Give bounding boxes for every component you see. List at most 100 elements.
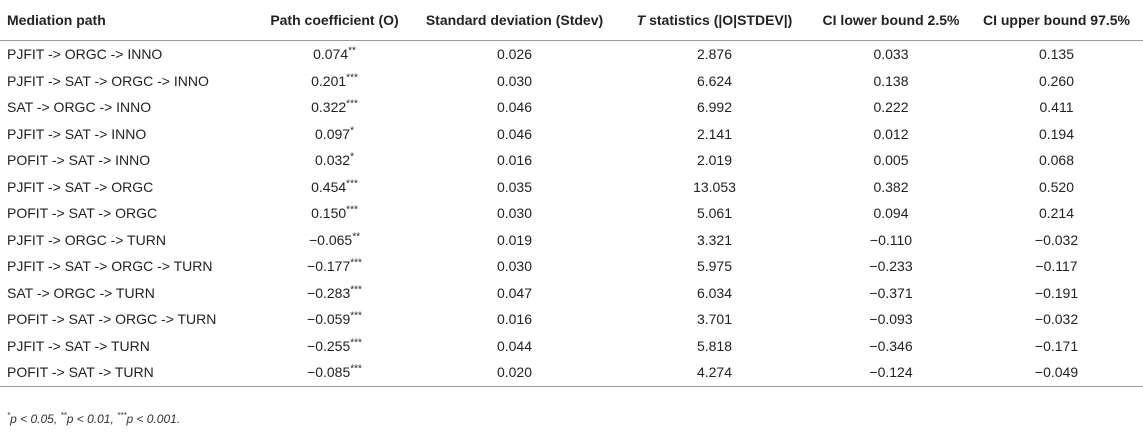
cell-ci-upper: −0.032 xyxy=(1034,231,1079,248)
cell-ci-upper: 0.214 xyxy=(1038,205,1075,222)
table-footnote: *p < 0.05, **p < 0.01, ***p < 0.001. xyxy=(7,411,180,426)
table-body: PJFIT -> ORGC -> INNO 0.074** 0.026 2.87… xyxy=(0,41,1143,387)
cell-path: POFIT -> SAT -> ORGC -> TURN xyxy=(7,311,217,328)
footnote-marker-1: * xyxy=(7,411,11,420)
footnote-text-1: p < 0.05, xyxy=(10,412,61,426)
table-row: PJFIT -> SAT -> ORGC -> TURN −0.177*** 0… xyxy=(0,253,1143,280)
coef-value: 0.150 xyxy=(311,205,347,222)
table-row: SAT -> ORGC -> INNO 0.322*** 0.046 6.992… xyxy=(0,94,1143,121)
cell-t-statistic: 3.321 xyxy=(696,231,733,248)
cell-coefficient: 0.097* xyxy=(257,121,412,148)
cell-path: POFIT -> SAT -> TURN xyxy=(0,359,257,387)
cell-coefficient: 0.454*** xyxy=(257,174,412,201)
cell-stdev: 0.046 xyxy=(496,99,533,116)
footnote-text-2: p < 0.01, xyxy=(66,412,118,426)
table-row: POFIT -> SAT -> INNO 0.032* 0.016 2.019 … xyxy=(0,147,1143,174)
cell-path: PJFIT -> SAT -> ORGC -> TURN xyxy=(7,258,213,275)
cell-ci-lower: −0.093 xyxy=(869,311,913,328)
cell-stdev: 0.019 xyxy=(496,231,533,248)
significance-marker: *** xyxy=(350,310,362,322)
cell-path: PJFIT -> ORGC -> INNO xyxy=(7,46,163,63)
cell-t-statistic: 5.818 xyxy=(696,337,733,354)
cell-stdev: 0.030 xyxy=(496,72,533,89)
cell-stdev: 0.044 xyxy=(496,337,533,354)
significance-marker: *** xyxy=(346,204,358,216)
cell-coefficient: −0.177*** xyxy=(257,253,412,280)
cell-ci-upper: 0.411 xyxy=(1039,99,1074,116)
table-row: PJFIT -> ORGC -> INNO 0.074** 0.026 2.87… xyxy=(0,41,1143,68)
cell-stdev: 0.016 xyxy=(496,311,533,328)
cell-t-statistic: 6.992 xyxy=(696,99,733,116)
cell-ci-lower: 0.382 xyxy=(873,178,909,195)
cell-ci-upper: −0.171 xyxy=(1034,337,1079,354)
cell-coefficient: −0.283*** xyxy=(257,280,412,307)
cell-t-statistic: 3.701 xyxy=(696,311,733,328)
cell-stdev: 0.016 xyxy=(496,152,533,169)
cell-path: POFIT -> SAT -> ORGC xyxy=(7,205,158,222)
cell-ci-lower: −0.233 xyxy=(869,258,913,275)
table-row: POFIT -> SAT -> TURN −0.085*** 0.020 4.2… xyxy=(0,359,1143,387)
cell-t-statistic: 2.876 xyxy=(696,46,733,63)
cell-path: PJFIT -> SAT -> TURN xyxy=(7,337,150,354)
cell-stdev: 0.030 xyxy=(496,258,533,275)
cell-t-statistic: 2.141 xyxy=(696,125,733,142)
table-row: SAT -> ORGC -> TURN −0.283*** 0.047 6.03… xyxy=(0,280,1143,307)
cell-ci-lower: 0.094 xyxy=(873,205,909,222)
coef-value: −0.085 xyxy=(307,364,351,381)
cell-path: SAT -> ORGC -> TURN xyxy=(7,284,155,301)
cell-ci-lower: 0.138 xyxy=(873,72,909,89)
coef-value: −0.177 xyxy=(307,258,351,275)
coef-value: 0.454 xyxy=(311,178,347,195)
cell-ci-lower: 0.005 xyxy=(873,152,909,169)
coef-value: −0.255 xyxy=(307,337,351,354)
cell-coefficient: −0.255*** xyxy=(257,333,412,360)
header-row: Mediation path Path coefficient (O) Stan… xyxy=(0,0,1143,41)
coef-value: 0.201 xyxy=(311,72,347,89)
coef-value: 0.074 xyxy=(313,46,349,63)
footnote-marker-3: *** xyxy=(117,411,127,420)
mediation-table: Mediation path Path coefficient (O) Stan… xyxy=(0,0,1143,387)
cell-coefficient: 0.074** xyxy=(257,41,412,68)
cell-path: POFIT -> SAT -> INNO xyxy=(7,152,151,169)
coef-value: −0.065 xyxy=(308,231,353,248)
cell-ci-upper: 0.194 xyxy=(1038,125,1075,142)
cell-t-statistic: 13.053 xyxy=(693,178,736,195)
significance-marker: *** xyxy=(346,72,358,84)
header-ci-lower: CI lower bound 2.5% xyxy=(812,0,970,41)
significance-marker: *** xyxy=(350,337,362,349)
cell-ci-lower: 0.012 xyxy=(873,125,909,142)
cell-ci-upper: 0.520 xyxy=(1038,178,1075,195)
cell-coefficient: 0.322*** xyxy=(257,94,412,121)
table-row: PJFIT -> SAT -> TURN −0.255*** 0.044 5.8… xyxy=(0,333,1143,360)
cell-path: PJFIT -> SAT -> INNO xyxy=(7,125,147,142)
cell-t-statistic: 6.624 xyxy=(696,72,733,89)
cell-t-statistic: 5.975 xyxy=(696,258,733,275)
table-row: PJFIT -> ORGC -> TURN −0.065** 0.019 3.3… xyxy=(0,227,1143,254)
header-t-italic: T xyxy=(636,12,646,28)
header-mediation-path: Mediation path xyxy=(0,0,257,41)
table-header: Mediation path Path coefficient (O) Stan… xyxy=(0,0,1143,41)
header-t-statistics: T statistics (|O|STDEV|) xyxy=(617,0,812,41)
cell-coefficient: −0.059*** xyxy=(257,306,412,333)
significance-marker: ** xyxy=(348,45,356,57)
cell-ci-lower: 0.222 xyxy=(873,99,909,116)
cell-stdev: 0.035 xyxy=(496,178,533,195)
header-t-rest: statistics (|O|STDEV|) xyxy=(645,12,793,28)
cell-t-statistic: 6.034 xyxy=(696,284,733,301)
cell-ci-lower: −0.371 xyxy=(869,284,913,301)
header-standard-deviation: Standard deviation (Stdev) xyxy=(412,0,617,41)
table-row: POFIT -> SAT -> ORGC 0.150*** 0.030 5.06… xyxy=(0,200,1143,227)
significance-marker: *** xyxy=(346,98,358,110)
footnote-text-3: p < 0.001. xyxy=(126,412,181,426)
cell-ci-upper: −0.032 xyxy=(1034,311,1079,328)
cell-stdev: 0.046 xyxy=(496,125,533,142)
cell-ci-lower: −0.124 xyxy=(812,359,970,387)
cell-ci-upper: 0.068 xyxy=(1038,152,1075,169)
cell-ci-lower: −0.110 xyxy=(869,231,913,248)
significance-marker: * xyxy=(350,125,354,137)
cell-path: PJFIT -> SAT -> ORGC -> INNO xyxy=(7,72,209,89)
footnote-marker-2: ** xyxy=(60,411,67,420)
cell-ci-upper: 0.260 xyxy=(1038,72,1075,89)
significance-marker: *** xyxy=(350,257,362,269)
